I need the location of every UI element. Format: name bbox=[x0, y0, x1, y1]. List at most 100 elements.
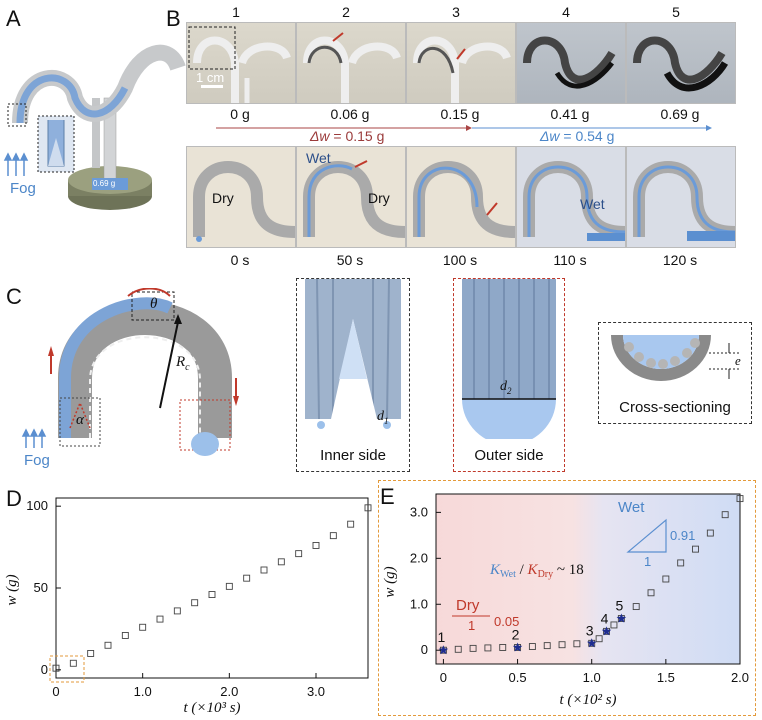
star-label: 3 bbox=[586, 622, 594, 638]
star-label: 1 bbox=[438, 629, 446, 645]
photo-frame-1 bbox=[186, 22, 296, 104]
data-point bbox=[454, 645, 462, 653]
data-point bbox=[706, 529, 714, 537]
data-point bbox=[543, 642, 551, 650]
x-tick-label: 0 bbox=[440, 670, 447, 685]
chart-d-zoom-box bbox=[49, 655, 85, 683]
y-tick-label: 3.0 bbox=[410, 504, 428, 519]
dry-slope-value: 0.05 bbox=[494, 614, 519, 629]
star-label: 5 bbox=[615, 598, 623, 614]
data-point bbox=[469, 644, 477, 652]
star-marker bbox=[616, 613, 627, 623]
wet-label: Wet bbox=[306, 150, 331, 166]
panel-a-illustration bbox=[3, 44, 186, 210]
data-point bbox=[104, 641, 112, 649]
chart-d-xlabel: t (×10³ s) bbox=[183, 700, 240, 716]
data-point bbox=[208, 591, 216, 598]
frame-number: 3 bbox=[452, 4, 460, 20]
e-symbol: e bbox=[735, 353, 741, 368]
data-point bbox=[225, 582, 233, 590]
data-point bbox=[692, 545, 699, 553]
render-frame-4 bbox=[516, 146, 626, 248]
data-point bbox=[121, 632, 129, 639]
dry-label: Dry bbox=[368, 190, 390, 206]
chart-e: 1 2 345 0 0.5 1.0 1.5 2.0 0 1.0 2.0 3.0 t (×10² s)… bbox=[382, 493, 749, 708]
y-tick-label: 50 bbox=[34, 580, 48, 595]
data-point bbox=[647, 589, 655, 597]
panel-c-arch bbox=[21, 288, 239, 456]
k-ratio: KWet / KDry ~ 18 bbox=[489, 562, 584, 580]
rc-symbol: Rc bbox=[176, 354, 190, 373]
y-tick-label: 0 bbox=[41, 662, 48, 677]
x-tick-label: 0.5 bbox=[509, 670, 527, 685]
data-point bbox=[87, 650, 95, 657]
outer-side-box: Outer side d2 bbox=[453, 278, 565, 472]
data-point bbox=[736, 495, 744, 503]
wet-label: Wet bbox=[580, 196, 605, 212]
dry-label: Dry bbox=[212, 190, 234, 206]
chart-e-xlabel: t (×10² s) bbox=[559, 692, 616, 708]
data-point bbox=[573, 640, 581, 648]
data-point bbox=[721, 511, 729, 519]
photo-frame-2 bbox=[296, 22, 406, 104]
render-frame-5 bbox=[626, 146, 736, 248]
data-point bbox=[329, 532, 337, 540]
data-point bbox=[558, 641, 566, 649]
panel-a-fog-label: Fog bbox=[10, 180, 36, 197]
scale-bar-label: 1 cm bbox=[196, 70, 225, 85]
data-point bbox=[52, 664, 60, 672]
data-point bbox=[139, 623, 147, 631]
x-tick-label: 1.5 bbox=[657, 670, 675, 685]
y-tick-label: 0 bbox=[421, 642, 428, 657]
data-point bbox=[364, 504, 372, 512]
alpha-symbol: α bbox=[76, 412, 84, 428]
x-tick-label: 2.0 bbox=[220, 684, 238, 699]
x-tick-label: 1.0 bbox=[134, 684, 152, 699]
chart-e-ylabel: w (g) bbox=[382, 566, 398, 597]
d2-symbol: d2 bbox=[500, 379, 512, 396]
time-label: 110 s bbox=[553, 252, 587, 268]
data-point bbox=[610, 621, 618, 629]
panel-label-a: A bbox=[6, 6, 21, 31]
time-label: 100 s bbox=[442, 252, 478, 268]
frame-number: 2 bbox=[342, 4, 350, 20]
x-tick-label: 3.0 bbox=[307, 684, 325, 699]
render-frame-1 bbox=[186, 146, 296, 248]
time-label: 0 s bbox=[230, 252, 250, 268]
weight-label: 0.06 g bbox=[330, 106, 370, 122]
render-frame-3 bbox=[406, 146, 516, 248]
wet-label: Wet bbox=[618, 499, 645, 516]
panel-a-weight-tag: 0.69 g bbox=[93, 179, 116, 188]
frame-number: 5 bbox=[672, 4, 680, 20]
panel-c-fog-label: Fog bbox=[24, 452, 50, 469]
data-point bbox=[173, 607, 181, 615]
d1-symbol: d1 bbox=[377, 409, 389, 426]
chart-d: 0 1.0 2.0 3.0 0 50 100 t (×10³ s) w (g) bbox=[4, 497, 372, 716]
x-tick-label: 2.0 bbox=[731, 670, 749, 685]
data-point bbox=[499, 644, 507, 651]
data-point bbox=[595, 635, 603, 643]
data-point bbox=[156, 615, 164, 623]
data-point bbox=[677, 559, 685, 567]
time-label: 120 s bbox=[662, 252, 698, 268]
delta-w-dry: Δw = 0.15 g bbox=[310, 128, 385, 144]
data-point bbox=[662, 575, 670, 583]
dry-label: Dry bbox=[456, 597, 480, 614]
data-point bbox=[484, 644, 492, 652]
frame-number: 4 bbox=[562, 4, 570, 20]
data-point bbox=[260, 566, 268, 574]
data-point bbox=[243, 574, 251, 582]
star-marker bbox=[438, 645, 449, 655]
data-point bbox=[295, 550, 303, 558]
cross-section-box: e Cross-sectioning bbox=[598, 322, 752, 424]
star-marker bbox=[601, 626, 612, 636]
y-tick-label: 2.0 bbox=[410, 550, 428, 565]
weight-label: 0.15 g bbox=[440, 106, 480, 122]
data-point bbox=[528, 643, 536, 650]
time-label: 50 s bbox=[336, 252, 364, 268]
wet-slope-run: 1 bbox=[644, 554, 651, 569]
frame-number: 1 bbox=[232, 4, 240, 20]
wet-slope-triangle bbox=[626, 518, 667, 553]
panel-label-b: B bbox=[166, 6, 181, 31]
photo-frame-3 bbox=[406, 22, 516, 104]
